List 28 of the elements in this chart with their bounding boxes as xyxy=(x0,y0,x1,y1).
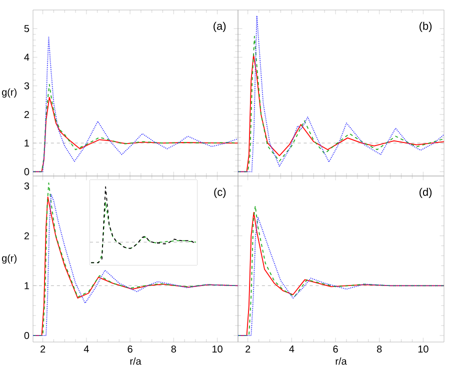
y-tick-label: 1 xyxy=(24,282,29,290)
y-tick-label: 2 xyxy=(24,232,29,240)
y-tick-label: 3 xyxy=(24,82,30,90)
y-tick-label: 2 xyxy=(24,110,29,118)
y-tick-label: 0 xyxy=(24,332,30,340)
y-axis-title: g(r) xyxy=(2,88,16,98)
x-axis-title: r/a xyxy=(336,357,347,365)
y-tick-label: 1 xyxy=(24,140,29,147)
y-tick-label: 3 xyxy=(24,182,30,190)
y-tick-label: 4 xyxy=(24,54,30,61)
y-tick-label: 5 xyxy=(24,25,30,32)
x-tick-label: 8 xyxy=(377,346,382,353)
x-tick-label: 4 xyxy=(289,346,294,352)
x-tick-label: 10 xyxy=(212,346,222,353)
x-tick-label: 10 xyxy=(418,346,428,353)
annotation: (c) xyxy=(214,188,226,198)
x-tick-label: 8 xyxy=(171,346,176,353)
annotation: (b) xyxy=(420,22,432,32)
annotation: (a) xyxy=(214,22,226,32)
x-tick-label: 6 xyxy=(333,346,338,353)
x-tick-label: 2 xyxy=(246,346,250,352)
y-tick-label: 0 xyxy=(24,168,30,176)
x-tick-label: 2 xyxy=(40,346,46,352)
x-tick-label: 4 xyxy=(84,346,89,352)
y-axis-title: g(r) xyxy=(2,254,16,264)
x-tick-label: 6 xyxy=(128,346,132,353)
annotation: (d) xyxy=(420,188,432,198)
x-axis-title: r/a xyxy=(130,357,142,365)
